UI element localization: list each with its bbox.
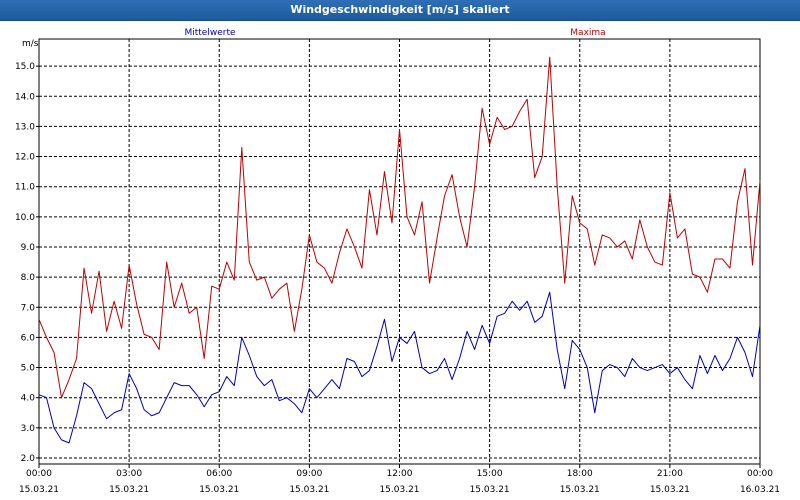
x-tick-time-label: 18:00 <box>567 469 593 479</box>
grid <box>39 39 760 464</box>
series-line-maxima <box>38 56 761 399</box>
x-tick-time-label: 00:00 <box>26 469 52 479</box>
y-tick-label: 10.0 <box>15 213 35 223</box>
x-tick-time-label: 00:00 <box>747 469 773 479</box>
y-axis: 2.0 3.0 4.0 5.0 6.0 7.0 8.0 9.0 10.0 11.0 12.0 13.0… <box>15 39 39 464</box>
y-tick-label: 9.0 <box>21 243 36 253</box>
series-line-mittelwerte <box>38 291 761 444</box>
y-tick-label: 12.0 <box>15 153 35 163</box>
y-tick-label: 15.0 <box>15 62 35 72</box>
x-tick-date-label: 15.03.21 <box>289 485 329 495</box>
x-tick-time-label: 06:00 <box>206 469 232 479</box>
y-tick-label: 5.0 <box>21 364 36 374</box>
x-tick-time-label: 03:00 <box>116 469 142 479</box>
legend: Mittelwerte Maxima <box>184 28 605 38</box>
y-tick-label: 13.0 <box>15 122 35 132</box>
y-tick-label: 14.0 <box>15 92 35 102</box>
y-tick-label: 2.0 <box>21 454 36 464</box>
y-tick-label: 7.0 <box>21 303 36 313</box>
x-tick-date-label: 16.03.21 <box>740 485 780 495</box>
x-tick-time-label: 09:00 <box>296 469 322 479</box>
x-tick-time-label: 21:00 <box>657 469 683 479</box>
y-tick-label: 3.0 <box>21 424 36 434</box>
x-tick-date-label: 15.03.21 <box>109 485 149 495</box>
y-tick-label: 4.0 <box>21 394 36 404</box>
y-tick-label: 8.0 <box>21 273 36 283</box>
y-axis-unit-label: m/s <box>22 39 39 49</box>
x-tick-date-label: 15.03.21 <box>650 485 690 495</box>
legend-entry-mittelwerte: Mittelwerte <box>184 28 235 38</box>
series <box>38 56 761 444</box>
x-tick-date-label: 15.03.21 <box>560 485 600 495</box>
window-title: Windgeschwindigkeit [m/s] skaliert <box>0 0 800 21</box>
x-tick-date-label: 15.03.21 <box>470 485 510 495</box>
x-tick-date-label: 15.03.21 <box>199 485 239 495</box>
x-axis: 00:00 15.03.21 03:00 15.03.21 06:00 15.03.21 0… <box>19 464 780 495</box>
x-tick-date-label: 15.03.21 <box>379 485 419 495</box>
x-tick-time-label: 15:00 <box>477 469 503 479</box>
wind-speed-chart: 2.0 3.0 4.0 5.0 6.0 7.0 8.0 9.0 10.0 11.0 12.0 13.0… <box>15 28 780 495</box>
y-tick-label: 6.0 <box>21 333 36 343</box>
legend-entry-maxima: Maxima <box>570 28 605 38</box>
x-tick-time-label: 12:00 <box>387 469 413 479</box>
y-tick-label: 11.0 <box>15 183 35 193</box>
x-tick-date-label: 15.03.21 <box>19 485 59 495</box>
